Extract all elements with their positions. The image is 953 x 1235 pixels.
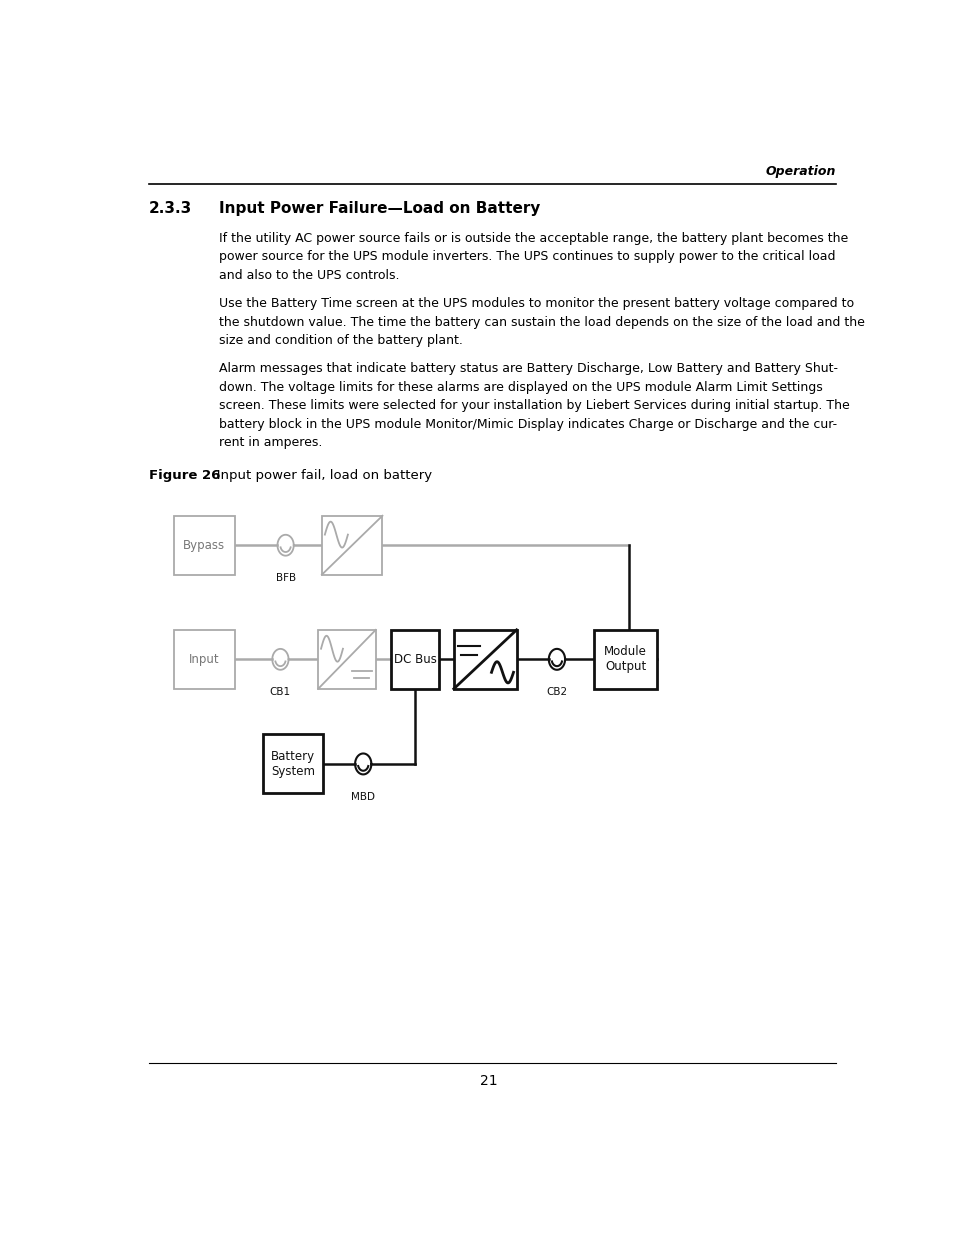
Text: Operation: Operation bbox=[765, 165, 836, 178]
FancyBboxPatch shape bbox=[318, 630, 375, 689]
Text: DC Bus: DC Bus bbox=[394, 653, 436, 666]
Text: screen. These limits were selected for your installation by Liebert Services dur: screen. These limits were selected for y… bbox=[219, 399, 849, 412]
Text: MBD: MBD bbox=[351, 792, 375, 802]
Text: Battery
System: Battery System bbox=[271, 750, 314, 778]
FancyBboxPatch shape bbox=[391, 630, 438, 689]
Text: battery block in the UPS module Monitor/Mimic Display indicates Charge or Discha: battery block in the UPS module Monitor/… bbox=[219, 417, 837, 431]
Text: CB1: CB1 bbox=[270, 687, 291, 697]
Text: Input: Input bbox=[189, 653, 219, 666]
Text: the shutdown value. The time the battery can sustain the load depends on the siz: the shutdown value. The time the battery… bbox=[219, 316, 864, 329]
FancyBboxPatch shape bbox=[173, 516, 234, 574]
FancyBboxPatch shape bbox=[173, 630, 234, 689]
FancyBboxPatch shape bbox=[454, 630, 517, 689]
Text: Use the Battery Time screen at the UPS modules to monitor the present battery vo: Use the Battery Time screen at the UPS m… bbox=[219, 298, 853, 310]
FancyBboxPatch shape bbox=[263, 735, 322, 793]
FancyBboxPatch shape bbox=[594, 630, 657, 689]
Text: Alarm messages that indicate battery status are Battery Discharge, Low Battery a: Alarm messages that indicate battery sta… bbox=[219, 362, 837, 375]
Text: Input Power Failure—Load on Battery: Input Power Failure—Load on Battery bbox=[219, 201, 539, 216]
Text: Bypass: Bypass bbox=[183, 538, 225, 552]
Text: Figure 26: Figure 26 bbox=[149, 469, 220, 482]
Text: Input power fail, load on battery: Input power fail, load on battery bbox=[204, 469, 432, 482]
Text: down. The voltage limits for these alarms are displayed on the UPS module Alarm : down. The voltage limits for these alarm… bbox=[219, 380, 821, 394]
FancyBboxPatch shape bbox=[321, 516, 382, 574]
Text: 2.3.3: 2.3.3 bbox=[149, 201, 192, 216]
Text: If the utility AC power source fails or is outside the acceptable range, the bat: If the utility AC power source fails or … bbox=[219, 232, 847, 245]
Text: and also to the UPS controls.: and also to the UPS controls. bbox=[219, 269, 399, 282]
Text: size and condition of the battery plant.: size and condition of the battery plant. bbox=[219, 335, 462, 347]
Text: 21: 21 bbox=[479, 1074, 497, 1088]
Text: BFB: BFB bbox=[275, 573, 295, 583]
Text: rent in amperes.: rent in amperes. bbox=[219, 436, 322, 450]
Text: power source for the UPS module inverters. The UPS continues to supply power to : power source for the UPS module inverter… bbox=[219, 251, 835, 263]
Text: Module
Output: Module Output bbox=[603, 646, 646, 673]
Text: CB2: CB2 bbox=[546, 687, 567, 697]
